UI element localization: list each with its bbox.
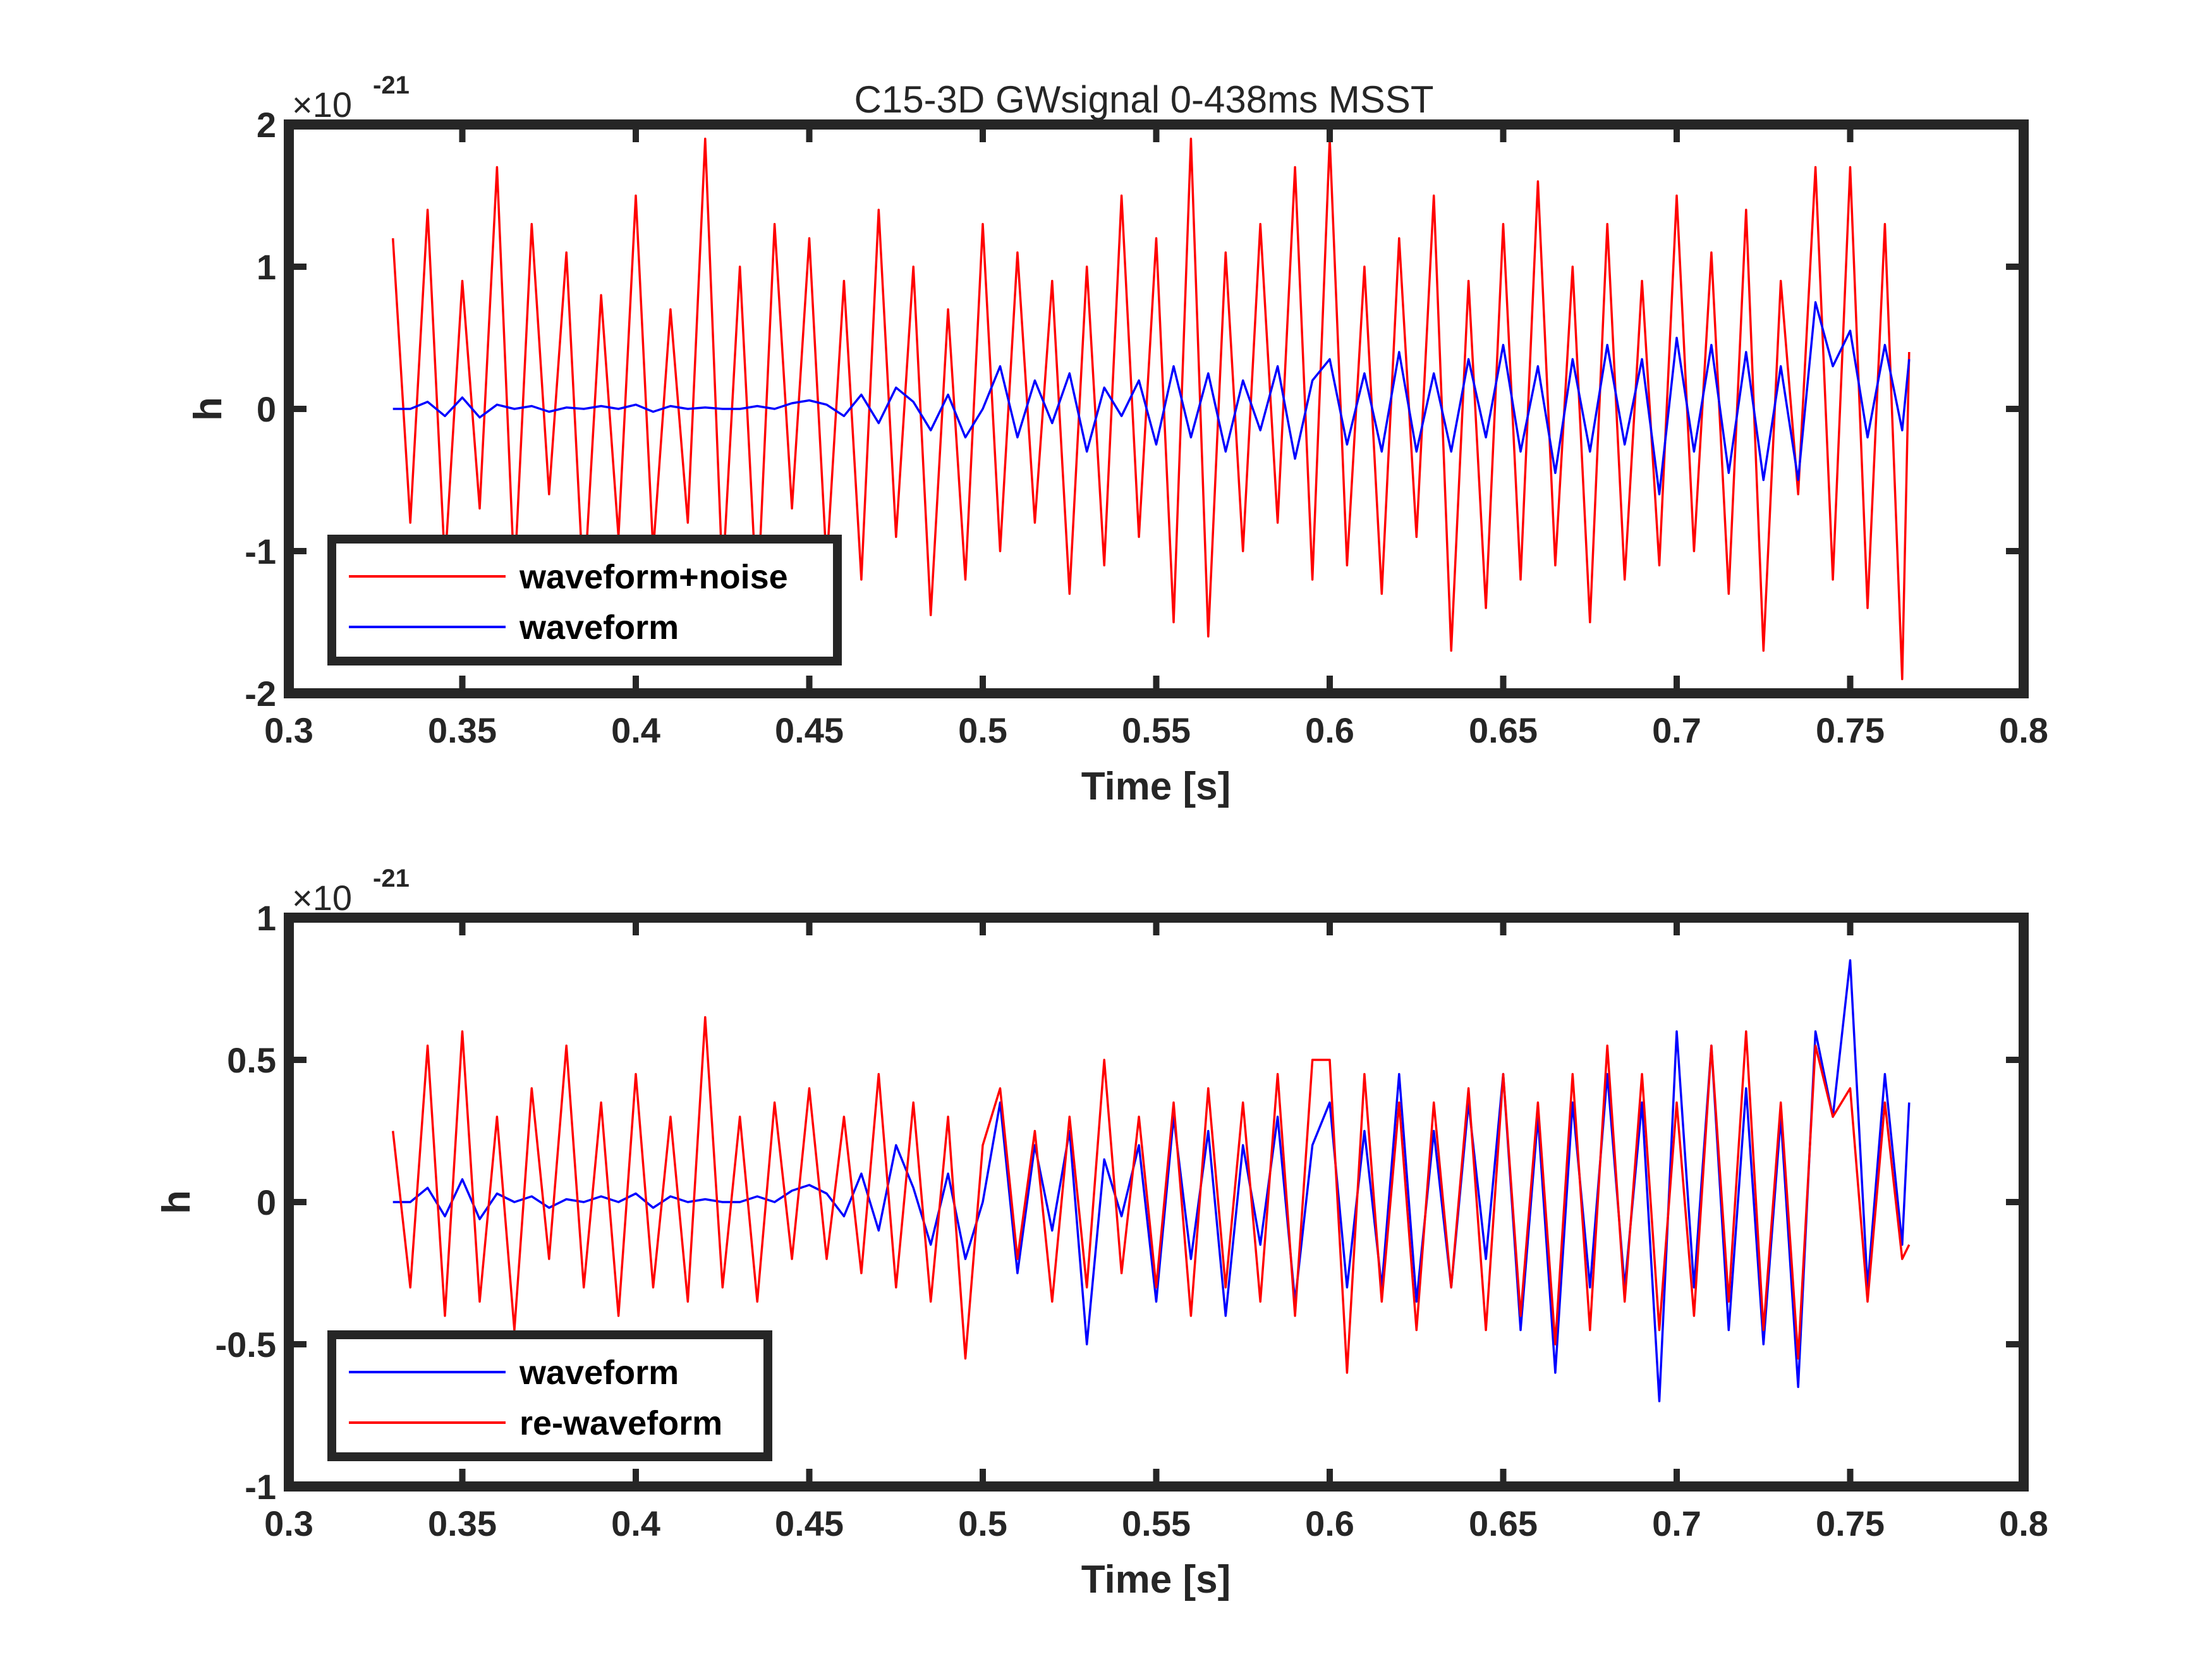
bottom-xtick-label: 0.5 xyxy=(958,1504,1007,1543)
bottom-x-axis-label: Time [s] xyxy=(1081,1558,1231,1601)
top-ytick-label: 0 xyxy=(257,389,276,429)
bottom-legend-label-waveform: waveform xyxy=(519,1354,679,1392)
top-xtick-label: 0.6 xyxy=(1305,710,1354,750)
bottom-xtick-label: 0.6 xyxy=(1305,1504,1354,1543)
top-xtick-label: 0.35 xyxy=(428,710,497,750)
bottom-xtick-label: 0.55 xyxy=(1122,1504,1191,1543)
bottom-y-axis-label: h xyxy=(155,1190,198,1214)
top-xtick-label: 0.55 xyxy=(1122,710,1191,750)
top-legend: waveform+noise waveform xyxy=(332,539,837,661)
bottom-ytick-label: 0 xyxy=(257,1182,276,1222)
bottom-y-exponent-power: -21 xyxy=(373,865,410,892)
top-xtick-label: 0.3 xyxy=(264,710,313,750)
top-legend-label-waveform: waveform xyxy=(519,609,679,647)
bottom-xtick-label: 0.7 xyxy=(1652,1504,1701,1543)
bottom-legend: waveform re-waveform xyxy=(332,1335,768,1457)
bottom-xtick-label: 0.3 xyxy=(264,1504,313,1543)
bottom-xtick-label: 0.8 xyxy=(1999,1504,2048,1543)
bottom-legend-label-re-waveform: re-waveform xyxy=(520,1404,722,1442)
top-y-exponent-base: ×10 xyxy=(292,85,352,125)
top-y-exponent-power: -21 xyxy=(373,71,410,99)
figure: C15-3D GWsignal 0-438ms MSST ×10 -21 0.3… xyxy=(0,0,2212,1659)
bottom-xtick-label: 0.35 xyxy=(428,1504,497,1543)
bottom-ytick-label: 1 xyxy=(257,898,276,938)
top-xtick-label: 0.4 xyxy=(611,710,660,750)
top-xtick-label: 0.75 xyxy=(1816,710,1885,750)
top-ytick-label: 1 xyxy=(257,247,276,287)
top-xtick-label: 0.65 xyxy=(1469,710,1538,750)
top-xtick-label: 0.7 xyxy=(1652,710,1701,750)
bottom-xtick-label: 0.75 xyxy=(1816,1504,1885,1543)
bottom-xtick-label: 0.45 xyxy=(775,1504,844,1543)
top-xtick-label: 0.45 xyxy=(775,710,844,750)
bottom-xtick-label: 0.4 xyxy=(611,1504,660,1543)
bottom-ytick-label: -1 xyxy=(245,1467,276,1507)
top-xtick-label: 0.5 xyxy=(958,710,1007,750)
top-legend-label-waveform-noise: waveform+noise xyxy=(519,558,788,596)
bottom-ytick-label: -0.5 xyxy=(216,1325,277,1364)
top-x-axis-label: Time [s] xyxy=(1081,765,1231,808)
bottom-y-exponent-base: ×10 xyxy=(292,878,352,918)
bottom-xtick-label: 0.65 xyxy=(1469,1504,1538,1543)
top-plot-title: C15-3D GWsignal 0-438ms MSST xyxy=(854,78,1434,121)
top-y-axis-label: h xyxy=(186,397,230,421)
bottom-ytick-label: 0.5 xyxy=(227,1040,276,1080)
top-ytick-label: -2 xyxy=(245,674,276,714)
top-xtick-label: 0.8 xyxy=(1999,710,2048,750)
top-ytick-label: -1 xyxy=(245,532,276,571)
top-ytick-label: 2 xyxy=(257,105,276,145)
